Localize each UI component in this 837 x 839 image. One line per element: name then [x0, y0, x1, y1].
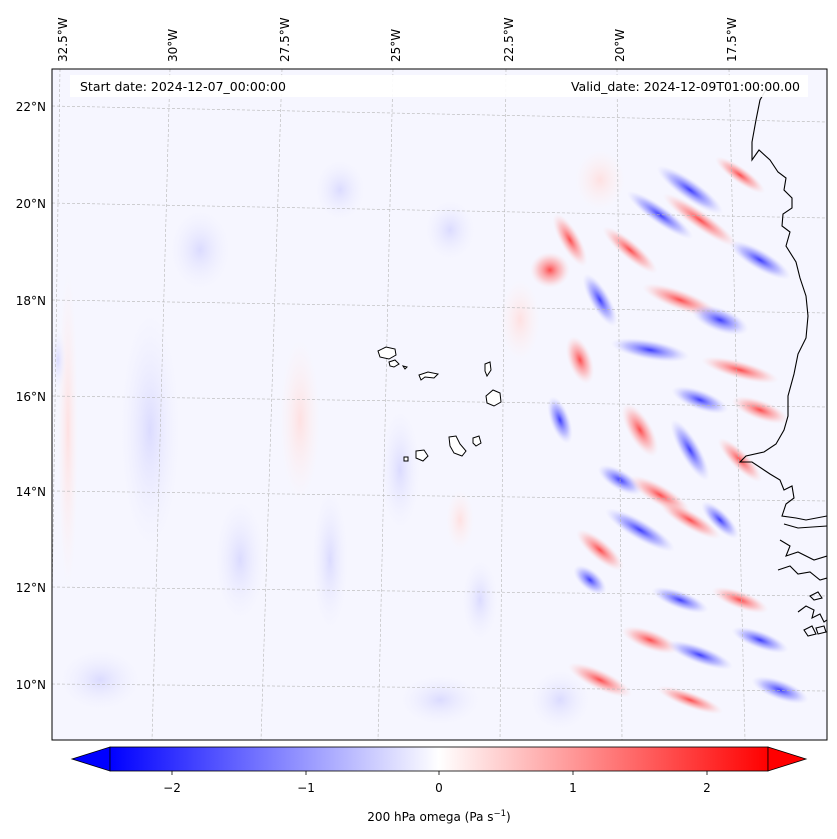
map-frame [51, 68, 828, 741]
island-sao-vicente [388, 359, 400, 368]
longitude-labels: 32.5°W 30°W 27.5°W 25°W 22.5°W 20°W 17.5… [56, 17, 739, 62]
lon-label-32-5w: 32.5°W [56, 17, 70, 62]
header-label-bg [70, 75, 808, 97]
omega-field-waves [530, 150, 809, 715]
colorbar-label-end: ) [506, 810, 511, 824]
colorbar-body [109, 746, 769, 772]
map-panel: Start date: 2024-12-07_00:00:00 Valid_da… [52, 69, 827, 740]
lon-label-20w: 20°W [613, 29, 627, 62]
colorbar: −2 −1 0 1 2 200 hPa omega (Pa s−1) [70, 746, 808, 824]
lat-label-22n: 22°N [16, 100, 46, 114]
cape-verde-islands [377, 346, 502, 462]
african-coastline [738, 85, 827, 637]
island-santiago [448, 435, 467, 457]
gridlines [52, 69, 827, 740]
lon-label-30w: 30°W [166, 29, 180, 62]
lon-label-22-5w: 22.5°W [502, 17, 516, 62]
island-fogo [415, 449, 429, 462]
cb-tick-2: 2 [703, 781, 711, 795]
header-labels: Start date: 2024-12-07_00:00:00 Valid_da… [70, 75, 808, 97]
colorbar-label-sup: −1 [493, 809, 506, 819]
lon-label-17-5w: 17.5°W [725, 17, 739, 62]
island-brava [403, 456, 409, 462]
lat-label-18n: 18°N [16, 294, 46, 308]
valid-date-label: Valid_date: 2024-12-09T01:00:00.00 [571, 79, 800, 94]
island-boa-vista [485, 389, 502, 407]
colorbar-extend-min [70, 746, 111, 772]
colorbar-label: 200 hPa omega (Pa s−1) [367, 809, 510, 824]
omega-field-faint [52, 160, 590, 730]
lon-label-27-5w: 27.5°W [278, 17, 292, 62]
lat-label-10n: 10°N [16, 678, 46, 692]
cb-tick-minus2: −2 [163, 781, 181, 795]
cb-tick-0: 0 [435, 781, 443, 795]
island-sao-nicolau [418, 371, 440, 381]
island-santo-antao [377, 346, 397, 360]
island-sal [484, 361, 492, 378]
island-maio [472, 435, 482, 447]
lat-label-14n: 14°N [16, 485, 46, 499]
colorbar-ticks [171, 771, 708, 775]
cb-tick-minus1: −1 [297, 781, 315, 795]
cb-tick-1: 1 [569, 781, 577, 795]
latitude-labels: 22°N 20°N 18°N 16°N 14°N 12°N 10°N [16, 100, 46, 692]
lat-label-16n: 16°N [16, 390, 46, 404]
island-santa-luzia [401, 365, 408, 370]
lat-label-20n: 20°N [16, 197, 46, 211]
colorbar-tick-labels: −2 −1 0 1 2 [163, 781, 711, 795]
colorbar-label-main: 200 hPa omega (Pa s [367, 810, 493, 824]
start-date-label: Start date: 2024-12-07_00:00:00 [80, 79, 286, 94]
lat-label-12n: 12°N [16, 581, 46, 595]
colorbar-extend-max [767, 746, 808, 772]
lon-label-25w: 25°W [389, 29, 403, 62]
